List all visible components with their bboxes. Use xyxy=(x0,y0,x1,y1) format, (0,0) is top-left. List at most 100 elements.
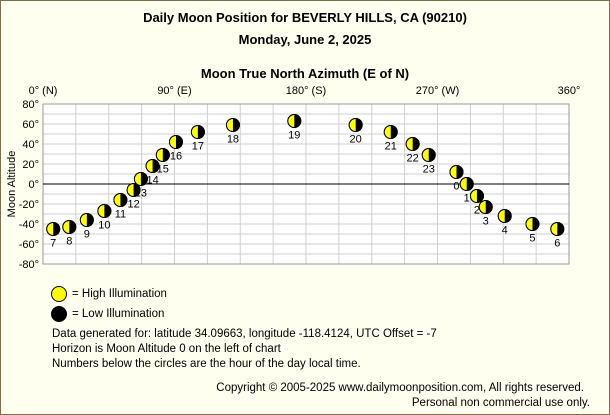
x-tick-label: 180° (S) xyxy=(286,85,326,97)
moon-marker-outline xyxy=(46,222,61,236)
usage-notice: Personal non commercial use only. xyxy=(411,397,590,409)
info-line-1: Data generated for: latitude 34.09663, l… xyxy=(52,328,437,340)
hour-label: 7 xyxy=(50,238,56,250)
x-axis-title: Moon True North Azimuth (E of N) xyxy=(200,66,410,81)
y-tick-label: 80° xyxy=(22,99,39,111)
low-illumination-icon xyxy=(51,306,67,322)
hour-label: 1 xyxy=(464,193,470,205)
hour-label: 3 xyxy=(483,216,489,228)
moon-marker-outline xyxy=(497,209,512,223)
moon-marker-outline xyxy=(155,148,170,162)
moon-marker-outline xyxy=(190,125,205,139)
hour-label: 14 xyxy=(146,175,158,187)
moon-marker-outline xyxy=(550,222,565,236)
moon-marker-outline xyxy=(478,200,493,214)
x-tick-label: 0° (N) xyxy=(29,85,58,97)
moon-marker-outline xyxy=(126,183,141,197)
y-tick-label: 0° xyxy=(28,179,39,191)
y-tick-label: 20° xyxy=(22,159,39,171)
legend-high: = High Illumination xyxy=(50,284,167,304)
legend-low: = Low Illumination xyxy=(50,304,164,324)
moon-marker-lit xyxy=(449,165,457,179)
moon-marker-outline xyxy=(469,189,484,203)
moon-marker-lit xyxy=(226,118,233,132)
page-date: Monday, June 2, 2025 xyxy=(238,32,372,47)
moon-marker-outline xyxy=(348,118,363,132)
moon-marker-lit xyxy=(349,118,356,132)
legend-high-label: = High Illumination xyxy=(72,288,167,300)
moon-marker-lit xyxy=(97,204,105,218)
moon-marker-lit xyxy=(287,114,295,128)
moon-marker-outline xyxy=(225,118,240,132)
x-tick-label: 360° xyxy=(558,85,581,97)
moon-marker-outline xyxy=(287,114,302,128)
moon-marker-outline xyxy=(421,148,436,162)
info-line-2: Horizon is Moon Altitude 0 on the left o… xyxy=(52,343,281,355)
moon-marker-lit xyxy=(80,213,87,227)
hour-label: 18 xyxy=(227,134,239,146)
x-tick-label: 90° (E) xyxy=(157,85,191,97)
moon-marker-lit xyxy=(422,148,429,162)
hour-label: 16 xyxy=(170,151,182,163)
moon-marker-lit xyxy=(479,200,486,214)
moon-marker-lit xyxy=(46,222,54,236)
moon-marker-outline xyxy=(145,159,160,173)
moon-marker-outline xyxy=(168,135,183,149)
hour-label: 21 xyxy=(385,141,397,153)
hour-label: 9 xyxy=(84,229,90,241)
hour-label: 10 xyxy=(98,220,110,232)
copyright-text: Copyright © 2005-2025 www.dailymoonposit… xyxy=(216,382,584,394)
moon-marker-lit xyxy=(134,172,141,186)
hour-label: 5 xyxy=(529,233,535,245)
moon-marker-outline xyxy=(133,172,148,186)
moon-marker-lit xyxy=(191,125,198,139)
moon-marker-outline xyxy=(113,193,128,207)
moon-marker-lit xyxy=(550,222,558,236)
hour-label: 22 xyxy=(407,153,419,165)
y-tick-label: 60° xyxy=(22,119,39,131)
page-title: Daily Moon Position for BEVERLY HILLS, C… xyxy=(143,10,467,25)
legend-low-label: = Low Illumination xyxy=(72,308,165,320)
hour-label: 23 xyxy=(423,164,435,176)
y-tick-label: 40° xyxy=(22,139,39,151)
y-tick-label: -40° xyxy=(19,219,39,231)
hour-label: 0 xyxy=(453,181,459,193)
moon-marker-outline xyxy=(449,165,464,179)
hour-label: 12 xyxy=(127,199,139,211)
y-tick-label: -80° xyxy=(19,259,39,271)
hour-label: 4 xyxy=(502,225,508,237)
hour-label: 13 xyxy=(135,188,147,200)
moon-marker-lit xyxy=(460,177,467,191)
moon-marker-outline xyxy=(97,204,112,218)
moon-marker-lit xyxy=(127,183,134,197)
moon-marker-lit xyxy=(406,137,413,151)
info-line-3: Numbers below the circles are the hour o… xyxy=(52,358,361,370)
y-tick-label: -60° xyxy=(19,239,39,251)
moon-marker-lit xyxy=(525,217,533,231)
hour-label: 19 xyxy=(288,130,300,142)
moon-marker-lit xyxy=(113,193,121,207)
y-axis-title: Moon Altitude xyxy=(6,151,18,218)
moon-marker-lit xyxy=(156,148,163,162)
moon-marker-outline xyxy=(383,125,398,139)
high-illumination-icon xyxy=(51,286,67,302)
moon-marker-lit xyxy=(169,135,176,149)
moon-marker-lit xyxy=(470,189,477,203)
hour-label: 20 xyxy=(350,134,362,146)
hour-label: 17 xyxy=(192,141,204,153)
hour-label: 2 xyxy=(474,205,480,217)
x-tick-label: 270° (W) xyxy=(416,85,460,97)
moon-marker-outline xyxy=(62,220,77,234)
moon-marker-outline xyxy=(79,213,94,227)
moon-marker-lit xyxy=(146,159,153,173)
hour-label: 8 xyxy=(66,236,72,248)
moon-marker-outline xyxy=(525,217,540,231)
hour-label: 15 xyxy=(157,164,169,176)
y-tick-label: -20° xyxy=(19,199,39,211)
moon-marker-lit xyxy=(62,220,70,234)
moon-marker-outline xyxy=(405,137,420,151)
hour-label: 6 xyxy=(554,238,560,250)
moon-marker-lit xyxy=(384,125,391,139)
hour-label: 11 xyxy=(115,209,126,221)
